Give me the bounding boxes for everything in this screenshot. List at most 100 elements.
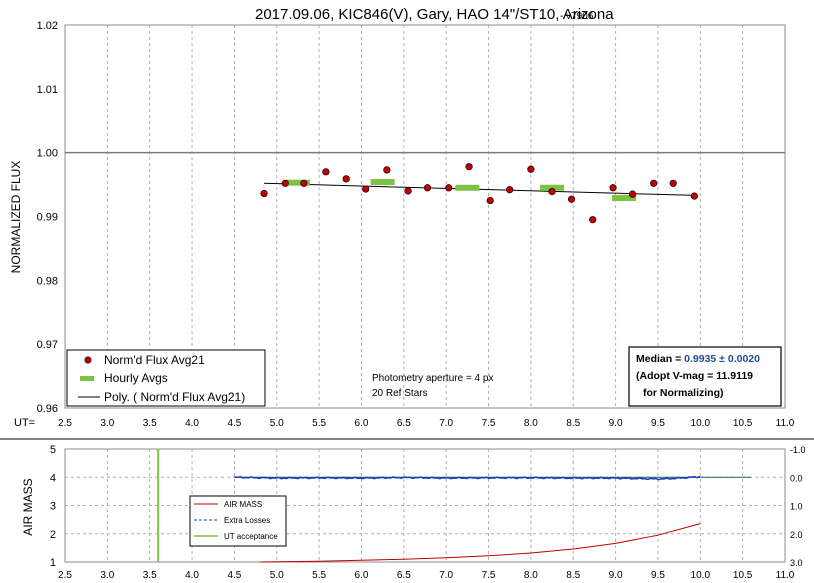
airmass-y-axis-label: AIR MASS <box>21 478 35 535</box>
flux-x-tick-label: 10.0 <box>691 418 711 429</box>
airmass-series <box>157 449 752 563</box>
flux-x-tick-label: 7.0 <box>439 418 453 429</box>
airmass-y-tick-label: 3 <box>50 501 56 513</box>
flux-x-tick-label: 9.0 <box>609 418 623 429</box>
flux-point <box>589 216 597 224</box>
flux-y-tick-label: 0.96 <box>37 403 58 415</box>
flux-plot: 0.96 0.97 0.98 0.99 1.00 1.01 1.02 2.5 3.0 3.5 4.… <box>9 20 795 429</box>
legend-label-ut-acceptance: UT acceptance <box>224 532 278 541</box>
flux-point <box>281 179 289 187</box>
median-label: Median = <box>636 353 684 365</box>
flux-point <box>404 187 412 195</box>
airmass-x-tick-label: 11.0 <box>776 570 795 581</box>
airmass-x-tick-labels: 2.5 3.0 3.5 4.0 4.5 5.0 5.5 6.0 6.5 7.0 7.5 8.0 8.5 9… <box>58 570 795 581</box>
flux-point <box>445 184 453 192</box>
flux-x-tick-label: 8.0 <box>524 418 538 429</box>
airmass-x-tick-label: 5.5 <box>312 570 326 581</box>
hourly-avg-bar <box>540 184 565 191</box>
flux-point <box>506 186 514 194</box>
flux-y-tick-labels: 0.96 0.97 0.98 0.99 1.00 1.01 1.02 <box>37 20 58 415</box>
chart-title-version: - v7906 <box>560 11 594 22</box>
flux-x-tick-label: 4.5 <box>227 418 241 429</box>
airmass-x-tick-label: 5.0 <box>270 570 284 581</box>
flux-y-tick-label: 0.99 <box>37 212 58 224</box>
flux-point <box>300 179 308 187</box>
flux-x-tick-label: 2.5 <box>58 418 72 429</box>
airmass-x-tick-label: 10.5 <box>733 570 753 581</box>
airmass-x-tick-label: 2.5 <box>58 570 72 581</box>
flux-y-tick-label: 1.02 <box>37 20 58 32</box>
flux-y-tick-label: 1.00 <box>37 148 58 160</box>
median-line-3: for Normalizing) <box>643 387 724 399</box>
flux-x-tick-label: 5.0 <box>270 418 284 429</box>
hourly-avg-bar <box>612 194 637 201</box>
legend-label-flux: Norm'd Flux Avg21 <box>104 353 205 367</box>
airmass-x-tick-label: 9.0 <box>609 570 623 581</box>
airmass-x-tick-label: 4.5 <box>227 570 241 581</box>
annotation-aperture: Photometry aperture = 4 px <box>372 373 493 384</box>
legend-label-hourly: Hourly Avgs <box>104 371 168 385</box>
flux-point <box>362 185 370 193</box>
airmass-y2-tick-label: -1.0 <box>790 445 806 455</box>
flux-x-tick-label: 10.5 <box>733 418 753 429</box>
hourly-avg-bar <box>285 179 310 186</box>
airmass-legend: AIR MASS Extra Losses UT acceptance <box>189 495 287 547</box>
airmass-x-tick-label: 7.0 <box>439 570 453 581</box>
flux-x-tick-label: 7.5 <box>482 418 496 429</box>
airmass-y-tick-labels: 1 2 3 4 5 <box>50 444 56 569</box>
median-line-2: (Adopt V-mag = 11.9119 <box>636 370 753 382</box>
airmass-x-tick-label: 3.0 <box>100 570 114 581</box>
flux-point <box>465 163 473 171</box>
legend-label-airmass: AIR MASS <box>224 500 262 509</box>
flux-legend: Norm'd Flux Avg21 Hourly Avgs Poly. ( No… <box>66 349 266 407</box>
median-line-1: Median = 0.9935 ± 0.0020 <box>636 353 760 365</box>
airmass-x-tick-label: 6.0 <box>355 570 369 581</box>
chart-title: 2017.09.06, KIC846(V), Gary, HAO 14"/ST1… <box>255 6 614 23</box>
flux-plot-area <box>64 24 786 409</box>
flux-point <box>609 184 617 192</box>
flux-x-tick-label: 3.5 <box>143 418 157 429</box>
flux-point <box>548 188 556 196</box>
airmass-y-tick-label: 2 <box>50 529 56 541</box>
flux-point <box>650 179 658 187</box>
flux-y-tick-label: 0.98 <box>37 275 58 287</box>
airmass-x-tick-label: 8.0 <box>524 570 538 581</box>
flux-point <box>628 190 637 198</box>
annotation-ref-stars: 20 Ref Stars <box>372 388 428 399</box>
airmass-y2-tick-labels: -1.0 0.0 1.0 2.0 3.0 <box>790 445 806 568</box>
airmass-x-tick-label: 3.5 <box>143 570 157 581</box>
airmass-plot: 1 2 3 4 5 -1.0 0.0 1.0 2.0 3.0 2.5 3.0 3.5 4.0 4.5 5.… <box>21 444 806 581</box>
flux-y-axis-label: NORMALIZED FLUX <box>9 161 23 274</box>
airmass-y2-tick-label: 1.0 <box>790 502 803 512</box>
airmass-x-tick-label: 7.5 <box>482 570 496 581</box>
flux-point <box>669 179 677 187</box>
airmass-y-tick-label: 1 <box>50 557 56 569</box>
airmass-curve <box>259 523 701 563</box>
flux-point <box>486 196 494 205</box>
flux-point <box>527 165 535 173</box>
flux-x-tick-label: 4.0 <box>185 418 199 429</box>
median-box-frame <box>628 346 782 407</box>
airmass-y2-tick-label: 0.0 <box>790 473 803 483</box>
flux-point <box>423 184 432 192</box>
airmass-x-tick-label: 4.0 <box>185 570 199 581</box>
airmass-x-tick-label: 10.0 <box>691 570 711 581</box>
airmass-y2-tick-label: 2.0 <box>790 530 803 540</box>
legend-marker-hourly <box>80 376 94 381</box>
flux-point <box>567 195 576 203</box>
airmass-y-tick-label: 4 <box>50 472 56 484</box>
airmass-y-tick-label: 5 <box>50 444 56 456</box>
flux-point <box>260 189 268 198</box>
flux-x-tick-label: 3.0 <box>100 418 114 429</box>
flux-point <box>383 166 391 174</box>
flux-y-tick-label: 0.97 <box>37 339 58 351</box>
airmass-y2-tick-label: 3.0 <box>790 558 803 568</box>
poly-fit-line <box>264 182 697 196</box>
legend-marker-flux <box>84 356 92 364</box>
flux-point <box>690 192 698 200</box>
flux-y-tick-label: 1.01 <box>37 84 58 96</box>
flux-x-tick-label: 5.5 <box>312 418 326 429</box>
median-box: Median = 0.9935 ± 0.0020 (Adopt V-mag = … <box>628 346 782 407</box>
ut-axis-prefix: UT= <box>14 417 35 429</box>
